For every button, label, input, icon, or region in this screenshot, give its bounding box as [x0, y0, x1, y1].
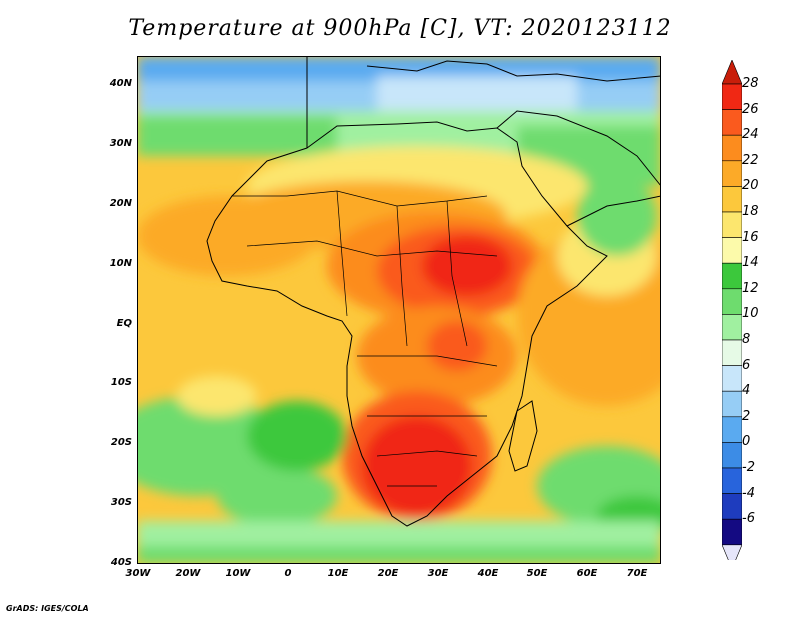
lon-label-60e: 60E [576, 568, 598, 579]
colorbar-box [722, 262, 742, 290]
colorbar-box [722, 493, 742, 520]
colorbar-level-label: 6 [742, 357, 751, 373]
lon-label-40e: 40E [477, 568, 499, 579]
lat-label-20s: 20S [110, 437, 132, 448]
lon-label-30e: 30E [427, 568, 449, 579]
lat-label-40s: 40S [110, 557, 132, 568]
colorbar-level-label: -6 [742, 511, 755, 527]
colorbar-level-label: 8 [742, 332, 751, 347]
footer-credit: GrADS: IGES/COLA [6, 604, 89, 613]
colorbar-level-label: -4 [742, 485, 755, 501]
lat-label-30s: 30S [110, 497, 132, 508]
colorbar-level-label: 24 [742, 127, 759, 143]
colorbar-level-label: 10 [742, 306, 759, 322]
colorbar [722, 60, 742, 560]
colorbar-box [722, 83, 742, 110]
colorbar-box [722, 390, 742, 418]
colorbar-box [722, 314, 742, 341]
colorbar-level-label: 0 [742, 434, 751, 450]
colorbar-level-label: 18 [742, 204, 759, 219]
lon-label-0: 0 [284, 568, 292, 579]
lat-label-10n: 10N [109, 258, 132, 269]
lon-label-10w: 10W [225, 568, 251, 579]
country-borders [232, 190, 498, 487]
colorbar-box [722, 109, 742, 136]
colorbar-top-cap [722, 60, 742, 85]
colorbar-level-label: 2 [742, 408, 751, 424]
lat-label-20n: 20N [109, 198, 132, 209]
colorbar-box [722, 211, 742, 238]
lon-label-70e: 70E [626, 568, 648, 579]
temperature-map [137, 56, 661, 564]
colorbar-box [722, 416, 742, 443]
lat-label-30n: 30N [109, 138, 132, 149]
lon-label-30w: 30W [125, 568, 151, 579]
colorbar-box [722, 467, 742, 494]
colorbar-level-label: 4 [742, 383, 751, 399]
lon-label-50e: 50E [526, 568, 548, 579]
colorbar-box [722, 365, 742, 392]
map-title: Temperature at 900hPa [C], VT: 202012311… [128, 16, 672, 41]
colorbar-level-label: 16 [742, 229, 759, 245]
temperature-field [137, 56, 661, 564]
lon-label-20w: 20W [175, 568, 201, 579]
lon-label-10e: 10E [327, 568, 349, 579]
colorbar-box [722, 442, 742, 469]
colorbar-box [722, 288, 742, 315]
colorbar-box [722, 237, 742, 264]
coastlines [206, 56, 661, 527]
lat-label-eq: EQ [116, 318, 132, 329]
colorbar-box [722, 339, 742, 366]
colorbar-level-label: 22 [742, 152, 759, 168]
colorbar-level-label: 26 [742, 101, 759, 117]
colorbar-box [722, 160, 742, 187]
lon-label-20e: 20E [377, 568, 399, 579]
colorbar-bottom-cap [722, 544, 742, 560]
lat-label-10s: 10S [110, 377, 132, 388]
lat-label-40n: 40N [109, 78, 132, 89]
colorbar-level-label: 14 [742, 255, 759, 271]
colorbar-level-label: -2 [742, 460, 755, 475]
colorbar-level-label: 28 [742, 76, 759, 91]
colorbar-box [722, 186, 742, 213]
colorbar-level-label: 12 [742, 280, 759, 296]
colorbar-level-label: 20 [742, 178, 759, 194]
colorbar-box [722, 134, 742, 162]
colorbar-box [722, 518, 742, 546]
